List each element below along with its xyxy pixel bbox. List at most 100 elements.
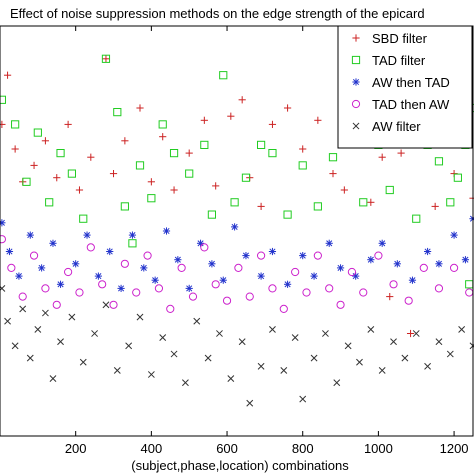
x-tick-label: 800 bbox=[292, 441, 314, 456]
data-point bbox=[121, 137, 129, 145]
legend-label: TAD then AW bbox=[372, 97, 450, 112]
data-point bbox=[222, 296, 232, 305]
data-point bbox=[431, 202, 439, 210]
data-point bbox=[238, 96, 246, 104]
data-point bbox=[185, 284, 193, 292]
legend-label: SBD filter bbox=[372, 31, 428, 46]
data-point bbox=[458, 325, 466, 333]
data-point bbox=[41, 137, 50, 145]
data-point bbox=[86, 243, 95, 252]
data-point bbox=[41, 309, 49, 317]
data-point bbox=[465, 280, 474, 289]
data-point bbox=[75, 288, 84, 297]
axes-box bbox=[0, 25, 474, 437]
data-point bbox=[41, 284, 50, 293]
data-point bbox=[26, 231, 34, 239]
data-point bbox=[246, 399, 254, 407]
data-point bbox=[159, 133, 167, 141]
x-tick-label: 400 bbox=[141, 441, 163, 456]
data-point bbox=[227, 112, 235, 120]
data-point bbox=[3, 71, 12, 79]
data-point bbox=[325, 239, 333, 247]
data-point bbox=[136, 104, 144, 112]
data-point bbox=[329, 170, 337, 178]
data-point bbox=[128, 231, 137, 239]
x-tick-label: 600 bbox=[216, 441, 238, 456]
data-point bbox=[299, 395, 307, 403]
data-point bbox=[5, 247, 14, 256]
x-tick-label: 1200 bbox=[440, 441, 469, 456]
data-point bbox=[128, 239, 137, 248]
x-axis-label: (subject,phase,location) combinations bbox=[131, 458, 349, 473]
data-point bbox=[166, 304, 175, 313]
data-point bbox=[245, 292, 254, 301]
data-point bbox=[336, 300, 345, 309]
data-point bbox=[0, 284, 6, 292]
data-point bbox=[154, 284, 164, 293]
data-point bbox=[140, 264, 148, 272]
data-point bbox=[53, 174, 61, 182]
series-asterisk bbox=[0, 215, 474, 292]
data-point bbox=[386, 293, 394, 301]
data-point bbox=[328, 153, 338, 162]
data-point bbox=[204, 354, 212, 362]
data-point bbox=[241, 173, 251, 182]
data-point bbox=[56, 149, 65, 158]
data-point bbox=[113, 366, 121, 374]
data-point bbox=[113, 108, 122, 117]
data-point bbox=[117, 284, 125, 292]
data-point bbox=[435, 260, 443, 268]
x-axis-ticks: 200 400 600 800 1000 1200 bbox=[65, 26, 469, 456]
data-point bbox=[367, 256, 375, 264]
data-point bbox=[136, 313, 144, 321]
data-point bbox=[11, 342, 19, 350]
data-point bbox=[299, 145, 307, 153]
data-point bbox=[79, 358, 87, 366]
data-point bbox=[0, 120, 6, 128]
data-point bbox=[34, 325, 42, 333]
data-point bbox=[30, 161, 38, 169]
data-point bbox=[412, 214, 421, 223]
legend-entry: TAD then AW bbox=[351, 97, 450, 112]
data-point bbox=[211, 280, 220, 289]
data-point bbox=[234, 263, 243, 272]
data-point bbox=[359, 288, 368, 297]
data-point bbox=[29, 251, 39, 260]
data-point bbox=[132, 288, 141, 297]
legend-entry: AW filter bbox=[352, 119, 421, 134]
data-point bbox=[412, 330, 420, 337]
data-point bbox=[125, 342, 133, 350]
data-point bbox=[434, 157, 444, 166]
legend-marker bbox=[352, 122, 360, 130]
data-point bbox=[219, 276, 227, 284]
data-point bbox=[367, 325, 375, 333]
data-point bbox=[162, 227, 171, 235]
data-point bbox=[0, 219, 6, 227]
data-point bbox=[98, 280, 107, 289]
legend-label: AW then TAD bbox=[372, 75, 450, 90]
data-point bbox=[200, 243, 209, 252]
data-point bbox=[408, 276, 417, 284]
data-point bbox=[325, 284, 334, 293]
data-point bbox=[22, 177, 31, 186]
data-point bbox=[313, 251, 322, 260]
data-point bbox=[450, 231, 458, 239]
data-point bbox=[446, 350, 454, 358]
data-point bbox=[423, 247, 432, 256]
data-point bbox=[435, 338, 443, 346]
data-point bbox=[64, 120, 72, 128]
data-point bbox=[185, 169, 194, 178]
data-point bbox=[424, 362, 432, 370]
data-point bbox=[374, 251, 383, 260]
data-point bbox=[406, 329, 415, 338]
data-point bbox=[177, 263, 186, 272]
data-point bbox=[465, 288, 474, 297]
data-point bbox=[256, 140, 266, 150]
legend-label: TAD filter bbox=[372, 53, 426, 68]
legend-entry: TAD filter bbox=[351, 53, 426, 68]
data-point bbox=[7, 263, 16, 272]
data-point bbox=[188, 292, 198, 301]
data-point bbox=[291, 267, 300, 277]
data-point bbox=[174, 256, 182, 264]
